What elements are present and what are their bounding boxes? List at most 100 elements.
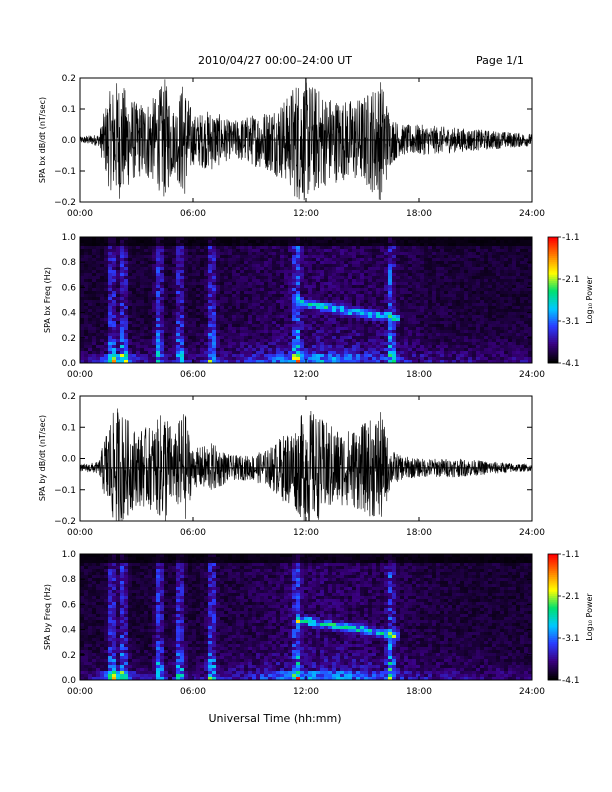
- heatmap-cell: [372, 318, 377, 322]
- heatmap-cell: [392, 324, 397, 328]
- heatmap-cell: [448, 306, 453, 310]
- heatmap-cell: [96, 264, 101, 268]
- heatmap-cell: [296, 282, 301, 286]
- heatmap-cell: [80, 315, 85, 319]
- heatmap-cell: [316, 345, 321, 349]
- heatmap-cell: [148, 243, 153, 247]
- heatmap-cell: [396, 330, 401, 334]
- heatmap-cell: [324, 330, 329, 334]
- heatmap-cell: [432, 264, 437, 268]
- heatmap-cell: [488, 261, 493, 265]
- heatmap-cell: [292, 315, 297, 319]
- heatmap-cell: [408, 255, 413, 259]
- heatmap-cell: [248, 342, 253, 346]
- heatmap-cell: [404, 246, 409, 250]
- heatmap-cell: [472, 288, 477, 292]
- heatmap-cell: [432, 294, 437, 298]
- heatmap-cell: [296, 276, 301, 280]
- heatmap-cell: [352, 297, 357, 301]
- heatmap-cell: [164, 336, 169, 340]
- heatmap-cell: [520, 351, 525, 355]
- heatmap-cell: [164, 252, 169, 256]
- colorbar-step: [548, 291, 558, 295]
- heatmap-cell: [428, 297, 433, 301]
- heatmap-cell: [324, 240, 329, 244]
- heatmap-cell: [492, 333, 497, 337]
- heatmap-cell: [484, 270, 489, 274]
- heatmap-cell: [448, 297, 453, 301]
- heatmap-cell: [520, 252, 525, 256]
- heatmap-cell: [452, 243, 457, 247]
- heatmap-cell: [84, 563, 89, 567]
- heatmap-cell: [396, 312, 401, 316]
- heatmap-cell: [400, 327, 405, 331]
- heatmap-cell: [352, 342, 357, 346]
- heatmap-cell: [440, 243, 445, 247]
- heatmap-cell: [460, 339, 465, 343]
- heatmap-cell: [440, 342, 445, 346]
- heatmap-cell: [460, 285, 465, 289]
- heatmap-cell: [444, 303, 449, 307]
- heatmap-cell: [352, 237, 357, 241]
- heatmap-cell: [500, 246, 505, 250]
- heatmap-cell: [304, 282, 309, 286]
- heatmap-cell: [480, 270, 485, 274]
- heatmap-cell: [448, 291, 453, 295]
- y-ticks: 0.20.10.0−0.1−0.2: [54, 74, 532, 208]
- heatmap-cell: [156, 261, 161, 265]
- heatmap-cell: [112, 252, 117, 256]
- heatmap-cell: [272, 249, 277, 253]
- heatmap-cell: [308, 285, 313, 289]
- heatmap-cell: [408, 258, 413, 262]
- heatmap-cell: [428, 321, 433, 325]
- heatmap-cell: [444, 345, 449, 349]
- heatmap-cell: [212, 324, 217, 328]
- heatmap-cell: [472, 279, 477, 283]
- heatmap-cell: [224, 354, 229, 358]
- heatmap-cell: [168, 297, 173, 301]
- heatmap-cell: [84, 581, 89, 585]
- heatmap-cell: [380, 348, 385, 352]
- heatmap-cell: [268, 324, 273, 328]
- heatmap-cell: [284, 294, 289, 298]
- heatmap-cell: [248, 318, 253, 322]
- heatmap-cell: [124, 348, 129, 352]
- heatmap-cell: [312, 249, 317, 253]
- heatmap-cell: [384, 279, 389, 283]
- heatmap-cell: [328, 261, 333, 265]
- heatmap-cell: [284, 318, 289, 322]
- heatmap-cell: [196, 330, 201, 334]
- heatmap-cell: [280, 261, 285, 265]
- heatmap-cell: [124, 240, 129, 244]
- heatmap-cell: [284, 312, 289, 316]
- heatmap-cell: [360, 243, 365, 247]
- heatmap-cell: [84, 309, 89, 313]
- heatmap-cell: [80, 671, 85, 675]
- heatmap-cell: [428, 312, 433, 316]
- heatmap-cell: [144, 246, 149, 250]
- heatmap-cell: [296, 351, 301, 355]
- heatmap-cell: [284, 345, 289, 349]
- heatmap-cell: [356, 297, 361, 301]
- heatmap-cell: [156, 315, 161, 319]
- heatmap-cell: [156, 276, 161, 280]
- heatmap-cell: [488, 312, 493, 316]
- heatmap-cell: [216, 240, 221, 244]
- heatmap-cell: [280, 243, 285, 247]
- heatmap-cell: [492, 354, 497, 358]
- heatmap-cell: [448, 360, 453, 364]
- heatmap-cell: [236, 321, 241, 325]
- heatmap-cell: [136, 246, 141, 250]
- heatmap-cell: [148, 291, 153, 295]
- heatmap-cell: [236, 246, 241, 250]
- heatmap-cell: [284, 282, 289, 286]
- heatmap-cell: [356, 306, 361, 310]
- heatmap-cell: [512, 246, 517, 250]
- heatmap-cell: [104, 243, 109, 247]
- heatmap-cell: [176, 267, 181, 271]
- colorbar-step: [548, 251, 558, 255]
- heatmap-cell: [88, 312, 93, 316]
- heatmap-cell: [416, 315, 421, 319]
- heatmap-cell: [360, 255, 365, 259]
- heatmap-cell: [152, 249, 157, 253]
